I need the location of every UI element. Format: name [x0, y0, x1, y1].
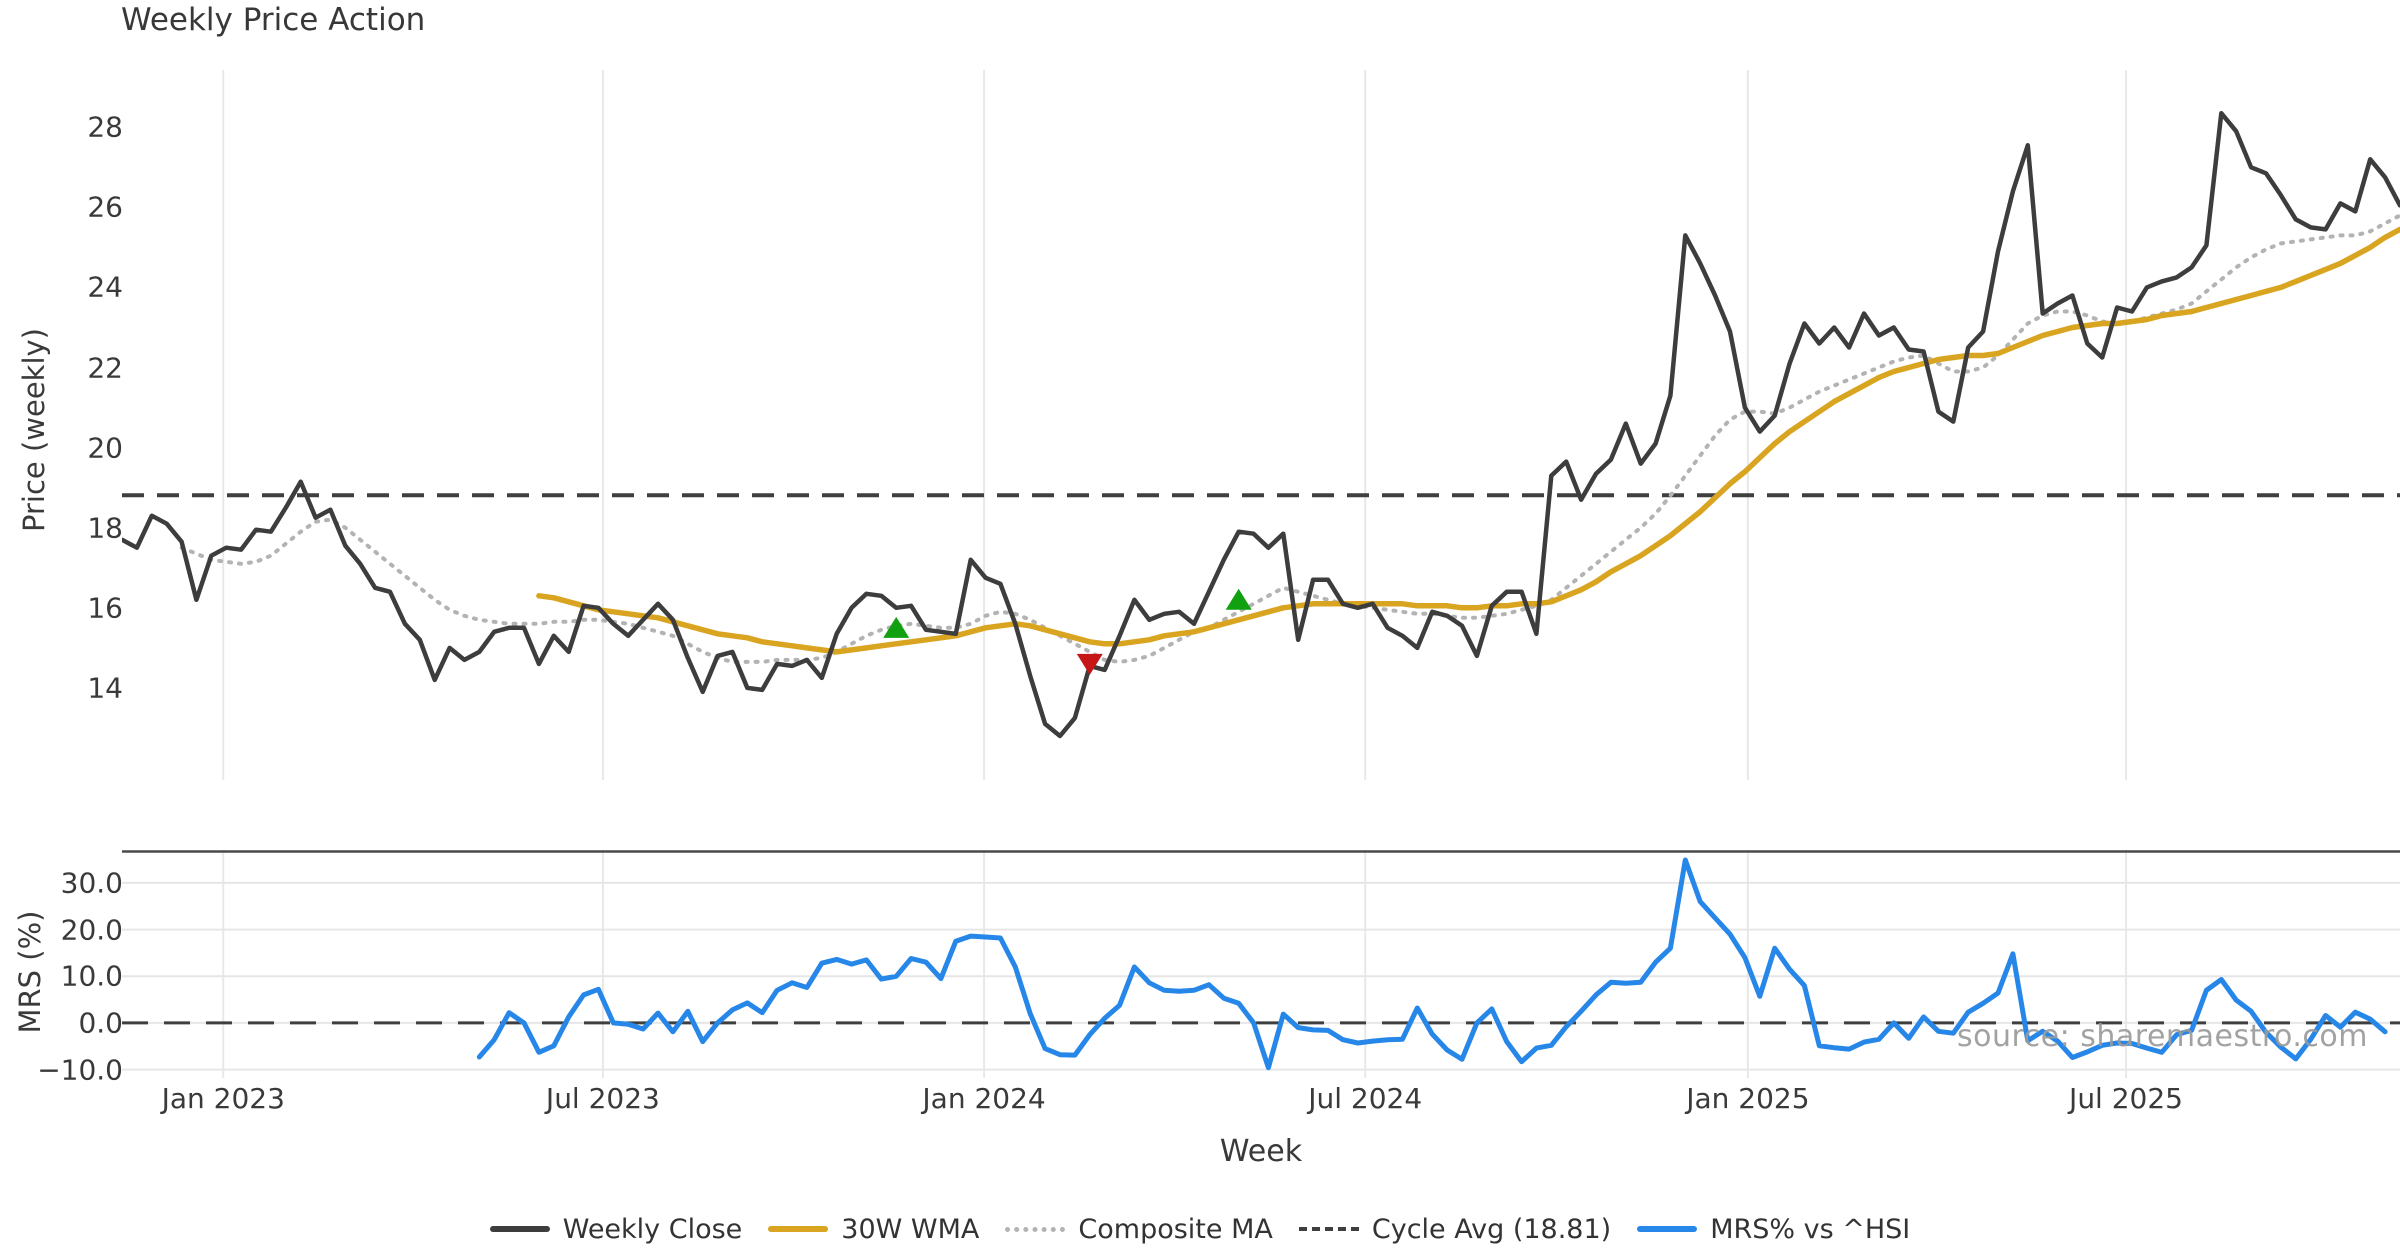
- date-tick: Jan 2023: [161, 1082, 285, 1115]
- legend-label: Cycle Avg (18.81): [1371, 1213, 1612, 1245]
- legend: Weekly Close 30W WMA Composite MA Cycle Avg…: [0, 1204, 2400, 1254]
- mrs-axis-label: MRS (%): [13, 910, 47, 1034]
- chart-title: Weekly Price Action: [121, 2, 426, 38]
- sell-marker: [1076, 653, 1103, 675]
- date-tick: Jul 2024: [1308, 1082, 1423, 1115]
- price-tick: 14: [87, 671, 123, 705]
- price-tick: 18: [87, 511, 123, 545]
- mrs-tick: 30.0: [60, 866, 123, 900]
- price-tick: 16: [87, 591, 123, 625]
- mrs-panel: [122, 850, 2400, 1078]
- legend-swatch-solid: [768, 1226, 829, 1232]
- price-tick: 20: [87, 431, 123, 465]
- buy-marker: [883, 616, 910, 638]
- price-axis-label: Price (weekly): [17, 327, 51, 533]
- x-axis-label: Week: [1219, 1134, 1303, 1169]
- legend-swatch-dotted: [1005, 1226, 1066, 1232]
- legend-item-weekly-close: Weekly Close: [489, 1213, 743, 1245]
- legend-label: MRS% vs ^HSI: [1710, 1213, 1911, 1245]
- price-tick: 26: [87, 190, 123, 224]
- legend-label: 30W WMA: [841, 1213, 980, 1245]
- wma-line: [536, 226, 2400, 655]
- legend-swatch-solid: [489, 1226, 550, 1232]
- legend-label: Composite MA: [1078, 1213, 1273, 1245]
- price-tick: 24: [87, 270, 123, 304]
- legend-item-composite-ma: Composite MA: [1005, 1213, 1273, 1245]
- legend-label: Weekly Close: [562, 1213, 743, 1245]
- date-tick: Jan 2025: [1686, 1082, 1810, 1115]
- legend-swatch-dashed: [1298, 1227, 1359, 1231]
- legend-swatch-solid: [1637, 1226, 1698, 1232]
- watermark: source: sharemaestro.com: [1957, 1019, 2368, 1054]
- mrs-tick: 10.0: [60, 959, 123, 993]
- composite-ma-line: [179, 213, 2400, 664]
- date-tick: Jul 2023: [545, 1082, 660, 1115]
- date-tick: Jul 2025: [2069, 1082, 2184, 1115]
- legend-item-30w-wma: 30W WMA: [768, 1214, 979, 1245]
- legend-item-mrs-vs-hsi: MRS% vs ^HSI: [1637, 1214, 1910, 1245]
- price-tick: 28: [87, 110, 123, 144]
- mrs-tick: −10.0: [37, 1053, 123, 1087]
- price-panel: [122, 70, 2400, 780]
- mrs-tick: 0.0: [78, 1006, 123, 1040]
- legend-item-cycle-avg-18-81: Cycle Avg (18.81): [1298, 1213, 1612, 1245]
- buy-marker: [1225, 588, 1252, 610]
- date-tick: Jan 2024: [922, 1082, 1046, 1115]
- mrs-tick: 20.0: [60, 913, 123, 947]
- price-tick: 22: [87, 351, 123, 385]
- mrs-line: [476, 857, 2388, 1071]
- weekly-close-line: [122, 110, 2400, 739]
